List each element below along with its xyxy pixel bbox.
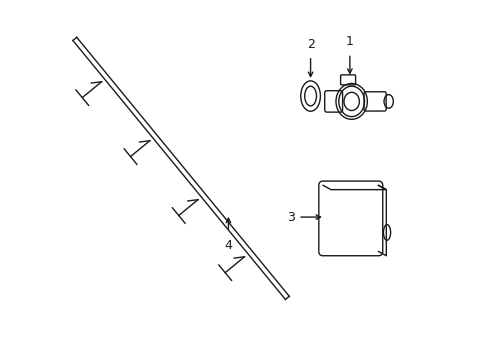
Text: 2: 2 [306, 37, 314, 50]
Text: 4: 4 [224, 239, 232, 252]
Text: 1: 1 [345, 35, 353, 48]
Text: 3: 3 [286, 211, 294, 224]
